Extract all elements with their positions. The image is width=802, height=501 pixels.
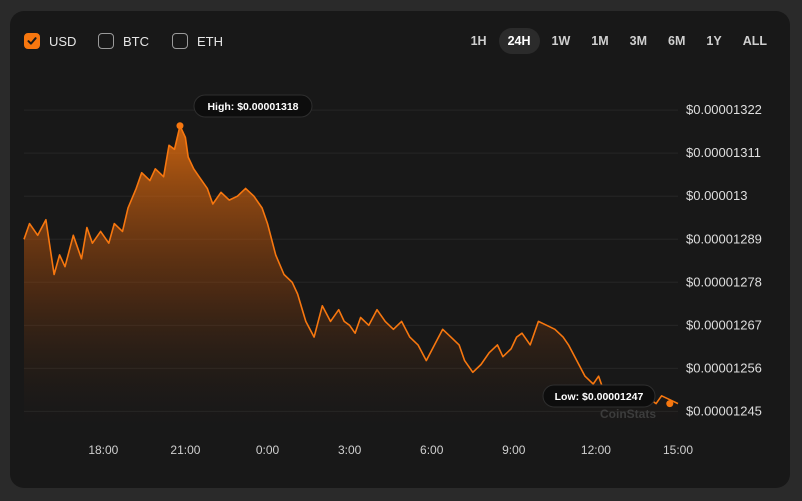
currency-toggle-usd[interactable]: USD [24,31,76,51]
high-marker [176,122,184,130]
time-range-selector: 1H 24H 1W 1M 3M 6M 1Y ALL [459,28,776,54]
price-area-chart[interactable]: $0.00001245 $0.00001256 $0.00001267 $0.0000… [10,11,790,488]
range-3m[interactable]: 3M [629,34,648,48]
y-axis-labels: $0.00001245 $0.00001256 $0.00001267 $0.0000… [686,102,762,418]
range-6m[interactable]: 6M [668,34,686,48]
checkbox-checked-icon[interactable] [24,33,40,49]
low-tooltip: Low: $0.00001247 [542,384,656,408]
x-tick-label: 6:00 [420,443,444,457]
range-1w[interactable]: 1W [551,34,571,48]
x-tick-label: 12:00 [581,443,611,457]
y-tick-label: $0.00001256 [686,360,762,375]
y-tick-label: $0.00001278 [686,274,762,289]
checkbox-unchecked-icon[interactable] [98,33,114,49]
price-line [23,125,679,405]
x-tick-label: 0:00 [256,443,280,457]
y-tick-label: $0.00001267 [686,317,762,332]
price-area-fill [24,125,678,432]
x-tick-label: 15:00 [663,443,693,457]
x-tick-label: 3:00 [338,443,362,457]
y-tick-label: $0.00001311 [686,145,761,160]
range-24h[interactable]: 24H [498,28,540,54]
range-1m[interactable]: 1M [591,34,609,48]
currency-label-usd: USD [49,33,77,49]
y-tick-label: $0.00001245 [686,403,762,418]
currency-toggle-btc[interactable]: BTC [98,31,149,51]
x-tick-label: 21:00 [170,443,200,457]
x-axis-labels: 18:00 21:00 0:00 3:00 6:00 9:00 12:00 15:00 [88,443,693,457]
high-tooltip: High: $0.00001318 [193,94,313,118]
low-marker [666,400,674,408]
x-tick-label: 9:00 [502,443,526,457]
range-1h[interactable]: 1H [470,34,487,48]
currency-label-eth: ETH [197,33,223,49]
x-tick-label: 18:00 [88,443,118,457]
y-tick-label: $0.00001322 [686,102,762,117]
checkbox-unchecked-icon[interactable] [172,33,188,49]
watermark-text: CoinStats [600,407,656,421]
currency-toggle-eth[interactable]: ETH [172,31,223,51]
range-1y[interactable]: 1Y [706,34,722,48]
range-all[interactable]: ALL [742,34,767,48]
y-tick-label: $0.00001289 [686,231,762,246]
low-label: Low: $0.00001247 [555,391,644,403]
chart-toolbar: USD BTC ETH 1H 24H 1W 1M 3M 6M 1Y ALL [10,11,790,71]
currency-label-btc: BTC [123,33,149,49]
y-tick-label: $0.000013 [686,188,747,203]
price-chart-card: USD BTC ETH 1H 24H 1W 1M 3M 6M 1Y ALL [10,11,790,488]
high-label: High: $0.00001318 [207,101,298,113]
